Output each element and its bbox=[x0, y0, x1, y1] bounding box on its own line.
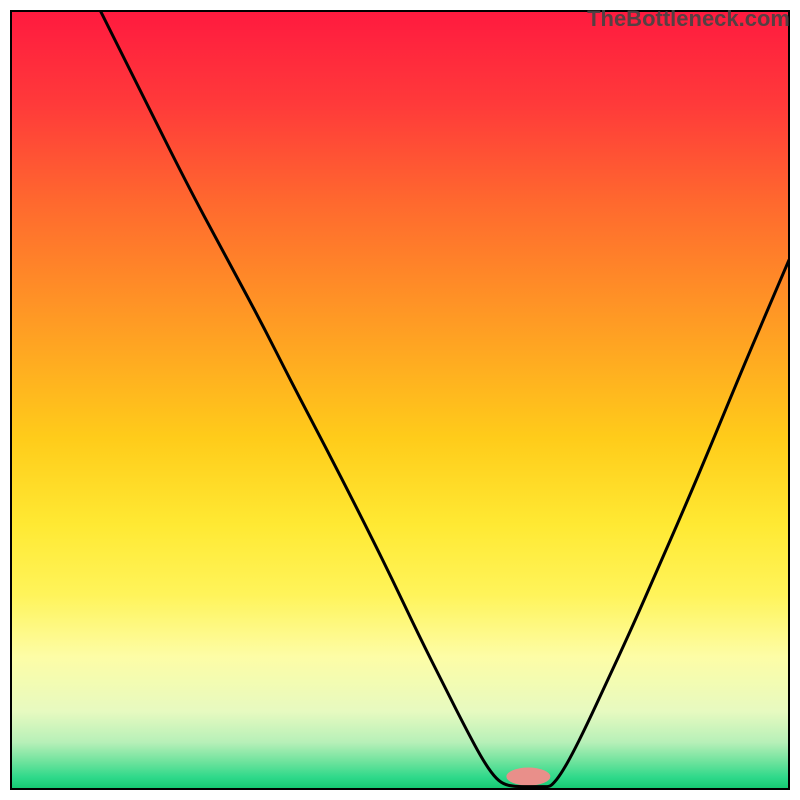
minimum-marker bbox=[506, 768, 550, 786]
chart-svg bbox=[0, 0, 800, 800]
bottleneck-chart: TheBottleneck.com bbox=[0, 0, 800, 800]
gradient-background bbox=[11, 11, 789, 789]
